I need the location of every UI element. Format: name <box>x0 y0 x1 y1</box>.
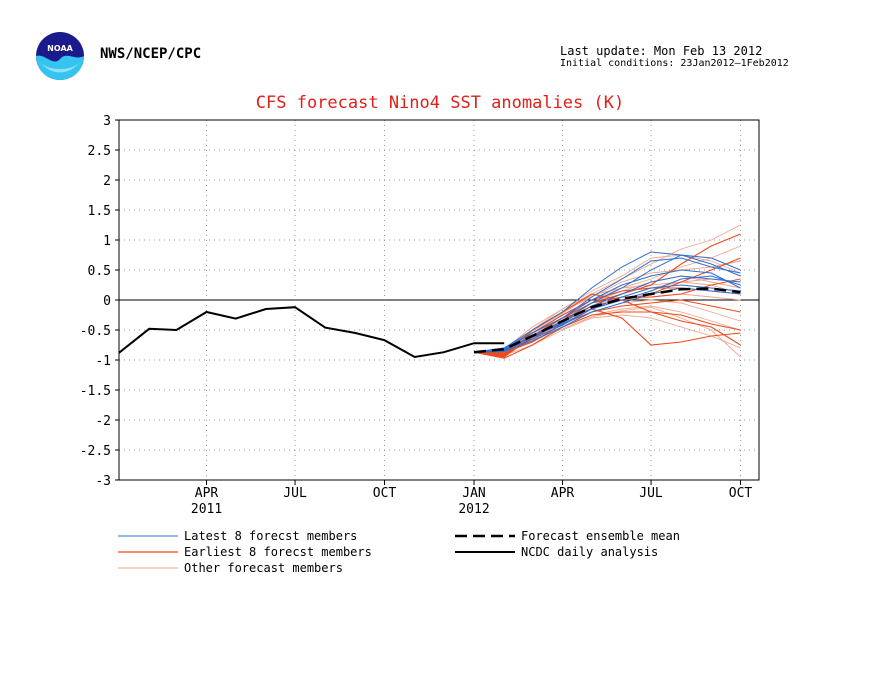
latest-member-line <box>473 269 741 353</box>
latest-member-line <box>473 284 741 353</box>
x-tick-year-label: 2011 <box>191 502 222 517</box>
legend-label-mean: Forecast ensemble mean <box>521 529 680 543</box>
y-tick-label: -3 <box>95 474 111 489</box>
y-tick-label: 1 <box>103 234 111 249</box>
noaa-logo: NOAA <box>35 31 85 81</box>
ncdc-daily-analysis <box>118 306 505 359</box>
other-member-line <box>473 260 741 353</box>
x-tick-label: APR <box>195 486 219 501</box>
y-tick-label: 0 <box>103 294 111 309</box>
plot-frame <box>118 119 760 481</box>
latest-forecast-members <box>473 251 741 353</box>
y-tick-label: -1.5 <box>80 384 111 399</box>
agency-label: NWS/NCEP/CPC <box>100 46 202 62</box>
legend-label-earliest: Earliest 8 forecst members <box>184 545 372 559</box>
analysis-line <box>118 306 505 359</box>
x-tick-label: APR <box>551 486 575 501</box>
y-tick-label: -2.5 <box>80 444 111 459</box>
legend-label-analysis: NCDC daily analysis <box>521 545 658 559</box>
latest-member-line <box>473 251 741 353</box>
initial-conditions-label: Initial conditions: 23Jan2012—1Feb2012 <box>560 58 789 69</box>
y-tick-label: -1 <box>95 354 111 369</box>
chart-title: CFS forecast Nino4 SST anomalies (K) <box>256 93 624 113</box>
y-tick-label: 2 <box>103 174 111 189</box>
ensemble-mean-line <box>473 287 741 354</box>
other-forecast-members <box>473 224 741 358</box>
last-update-label: Last update: Mon Feb 13 2012 <box>560 44 763 58</box>
x-tick-year-label: 2012 <box>458 502 489 517</box>
other-member-line <box>473 314 741 356</box>
y-tick-labels: 3 2.5 2 1.5 1 0.5 0 -0.5 -1 -1.5 -2 -2.5 -3 <box>80 114 119 489</box>
y-tick-label: -0.5 <box>80 324 111 339</box>
forecast-ensemble-mean <box>473 287 741 354</box>
x-tick-label: JUL <box>639 486 663 501</box>
other-member-line <box>473 254 741 353</box>
y-tick-label: 1.5 <box>88 204 111 219</box>
x-tick-label: JUL <box>283 486 307 501</box>
y-tick-label: -2 <box>95 414 111 429</box>
x-tick-label: OCT <box>729 486 753 501</box>
y-tick-label: 3 <box>103 114 111 129</box>
legend: Latest 8 forecst members Earliest 8 forec… <box>118 529 680 575</box>
latest-member-line <box>473 287 741 353</box>
x-tick-label: OCT <box>373 486 397 501</box>
grid-lines <box>119 120 759 480</box>
y-tick-label: 2.5 <box>88 144 111 159</box>
legend-label-latest: Latest 8 forecst members <box>184 529 357 543</box>
svg-text:NOAA: NOAA <box>47 44 73 53</box>
y-tick-label: 0.5 <box>88 264 111 279</box>
x-tick-label: JAN <box>462 486 485 501</box>
legend-label-other: Other forecast members <box>184 561 343 575</box>
noaa-logo-icon: NOAA <box>36 32 84 80</box>
